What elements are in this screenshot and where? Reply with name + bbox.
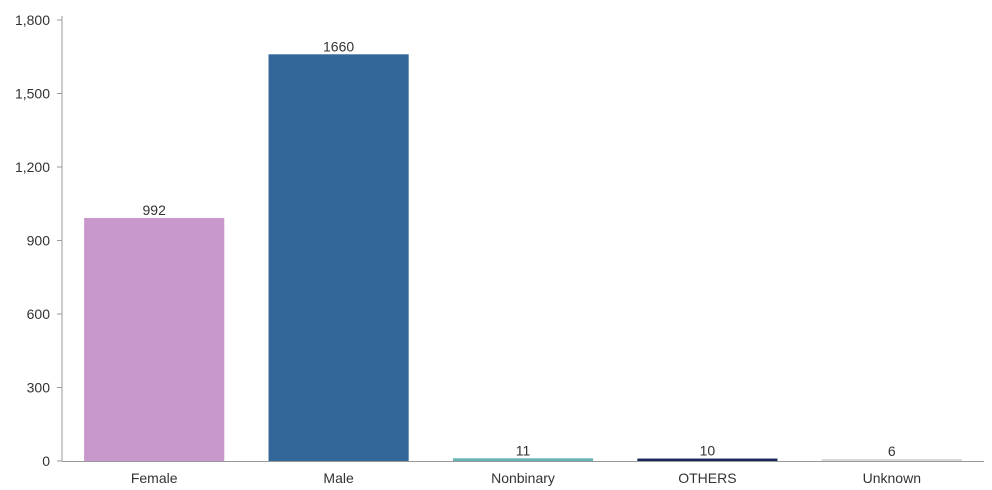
y-axis-ticks: 0 300 600 900 1,200 1,500 1,800	[15, 12, 62, 469]
y-tick-label: 1,800	[15, 12, 50, 28]
bar-value-labels: 992 1660 11 10 6	[143, 38, 896, 459]
bar-others	[637, 458, 778, 461]
y-tick-label: 1,500	[15, 86, 50, 102]
y-tick-label: 600	[27, 306, 51, 322]
value-label-female: 992	[143, 202, 167, 218]
value-label-male: 1660	[323, 38, 354, 54]
category-label-nonbinary: Nonbinary	[491, 470, 555, 486]
bar-male	[268, 54, 409, 462]
chart-bars	[84, 54, 962, 462]
bar-female	[84, 217, 225, 461]
category-label-others: OTHERS	[678, 470, 736, 486]
y-tick-label: 1,200	[15, 159, 50, 175]
x-axis-category-labels: Female Male Nonbinary OTHERS Unknown	[131, 470, 921, 486]
value-label-nonbinary: 11	[516, 442, 531, 458]
value-label-unknown: 6	[888, 443, 896, 459]
category-label-male: Male	[323, 470, 354, 486]
y-tick-label: 900	[27, 233, 51, 249]
bar-nonbinary	[452, 458, 594, 461]
bar-unknown	[821, 459, 962, 461]
category-label-unknown: Unknown	[863, 470, 921, 486]
value-label-others: 10	[700, 443, 716, 459]
category-label-female: Female	[131, 470, 178, 486]
chart-axes	[61, 16, 984, 462]
y-tick-label: 300	[27, 380, 51, 396]
y-tick-label: 0	[42, 453, 50, 469]
